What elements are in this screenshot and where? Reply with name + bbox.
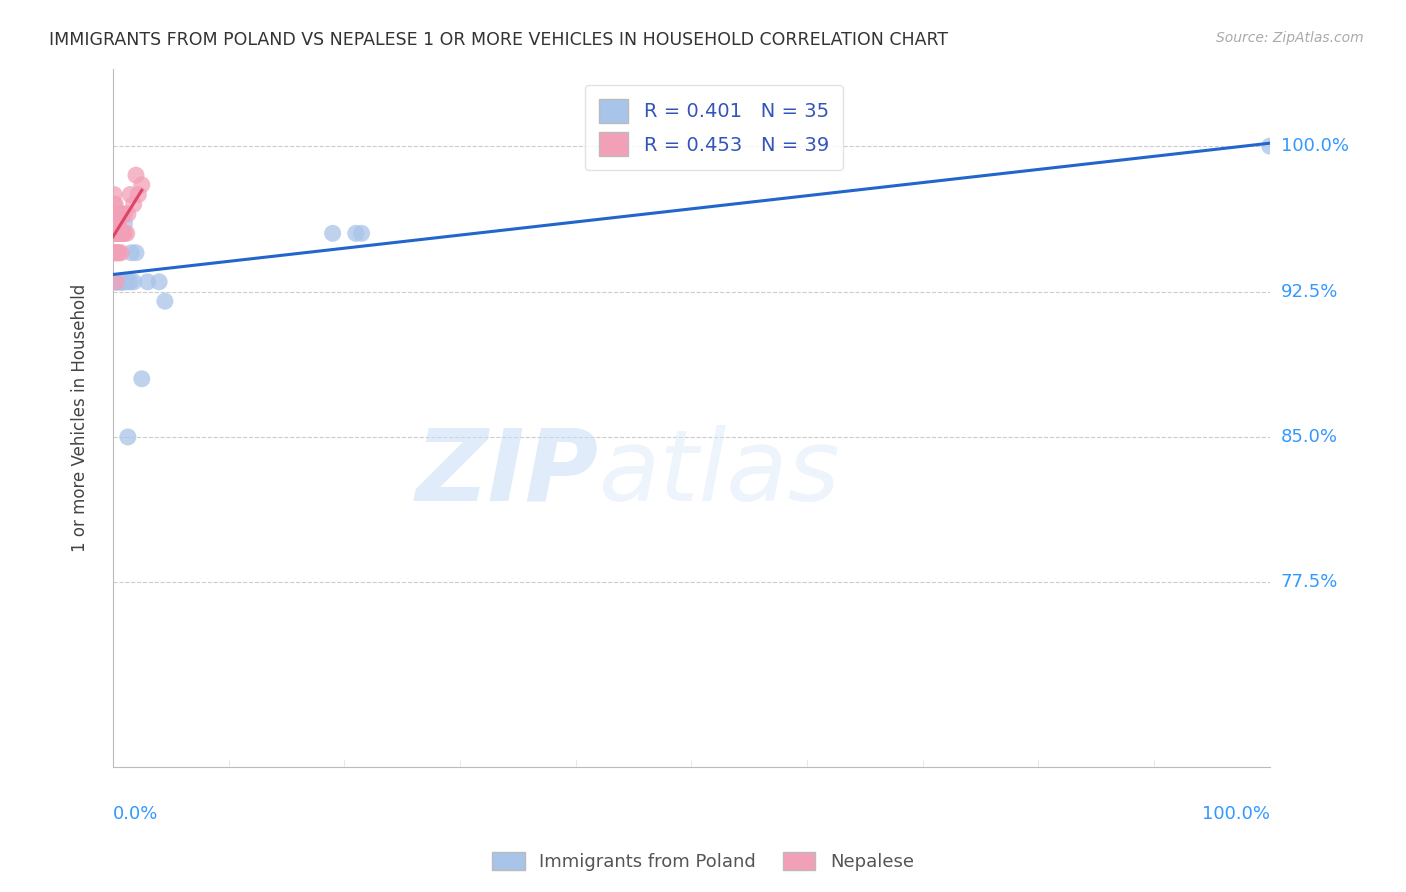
Point <box>103 197 125 211</box>
Point <box>127 187 149 202</box>
Point <box>112 275 135 289</box>
Point <box>153 294 176 309</box>
Point <box>120 187 142 202</box>
Point <box>112 207 135 221</box>
Point <box>105 207 128 221</box>
Point <box>112 227 135 241</box>
Point <box>107 275 129 289</box>
Point <box>350 227 373 241</box>
Point <box>104 245 127 260</box>
Text: 100.0%: 100.0% <box>1202 805 1270 823</box>
Point <box>125 168 148 182</box>
Text: 92.5%: 92.5% <box>1281 283 1339 301</box>
Point <box>111 275 134 289</box>
Point <box>105 275 128 289</box>
Text: IMMIGRANTS FROM POLAND VS NEPALESE 1 OR MORE VEHICLES IN HOUSEHOLD CORRELATION C: IMMIGRANTS FROM POLAND VS NEPALESE 1 OR … <box>49 31 948 49</box>
Point <box>107 227 129 241</box>
Point <box>105 245 128 260</box>
Point <box>103 227 125 241</box>
Point <box>131 372 153 386</box>
Point <box>108 227 131 241</box>
Point <box>105 227 128 241</box>
Point <box>112 227 135 241</box>
Point <box>110 227 132 241</box>
Point <box>107 207 129 221</box>
Legend: Immigrants from Poland, Nepalese: Immigrants from Poland, Nepalese <box>485 845 921 879</box>
Point <box>136 275 159 289</box>
Legend: R = 0.401   N = 35, R = 0.453   N = 39: R = 0.401 N = 35, R = 0.453 N = 39 <box>585 86 842 169</box>
Point <box>105 275 128 289</box>
Point <box>105 227 128 241</box>
Point <box>115 227 138 241</box>
Y-axis label: 1 or more Vehicles in Household: 1 or more Vehicles in Household <box>72 284 89 551</box>
Point <box>107 245 129 260</box>
Text: ZIP: ZIP <box>416 425 599 522</box>
Point <box>104 197 127 211</box>
Point <box>108 275 131 289</box>
Point <box>344 227 367 241</box>
Point <box>110 275 132 289</box>
Point <box>105 227 128 241</box>
Point <box>103 245 125 260</box>
Point <box>120 275 142 289</box>
Point <box>148 275 170 289</box>
Point <box>105 227 128 241</box>
Point <box>108 227 131 241</box>
Point <box>110 275 132 289</box>
Point <box>115 275 138 289</box>
Point <box>107 217 129 231</box>
Point <box>107 275 129 289</box>
Point <box>105 227 128 241</box>
Text: 85.0%: 85.0% <box>1281 428 1339 446</box>
Point <box>104 275 127 289</box>
Text: 77.5%: 77.5% <box>1281 574 1339 591</box>
Point <box>120 245 142 260</box>
Point <box>117 430 139 444</box>
Point <box>104 207 127 221</box>
Point <box>107 217 129 231</box>
Point <box>122 275 145 289</box>
Point <box>112 217 135 231</box>
Point <box>105 275 128 289</box>
Point <box>107 227 129 241</box>
Point <box>107 227 129 241</box>
Point <box>104 217 127 231</box>
Text: atlas: atlas <box>599 425 841 522</box>
Point <box>122 197 145 211</box>
Point <box>103 187 125 202</box>
Point <box>131 178 153 192</box>
Point <box>111 207 134 221</box>
Text: Source: ZipAtlas.com: Source: ZipAtlas.com <box>1216 31 1364 45</box>
Text: 100.0%: 100.0% <box>1281 137 1348 155</box>
Point <box>107 245 129 260</box>
Point <box>1258 139 1281 153</box>
Text: 0.0%: 0.0% <box>112 805 159 823</box>
Point <box>108 207 131 221</box>
Point <box>104 227 127 241</box>
Point <box>107 207 129 221</box>
Point <box>104 227 127 241</box>
Point <box>111 275 134 289</box>
Point <box>111 227 134 241</box>
Point <box>103 207 125 221</box>
Point <box>104 227 127 241</box>
Point <box>107 227 129 241</box>
Point <box>110 245 132 260</box>
Point <box>112 275 135 289</box>
Point <box>117 207 139 221</box>
Point <box>125 245 148 260</box>
Point <box>322 227 344 241</box>
